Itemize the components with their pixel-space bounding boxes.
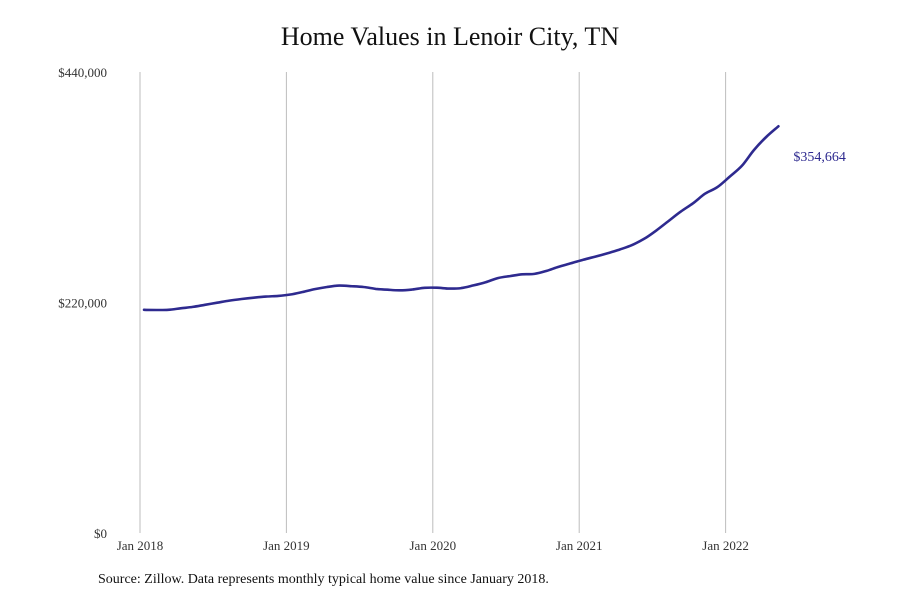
y-tick-label: $220,000 — [58, 296, 107, 311]
end-value-label: $354,664 — [793, 150, 846, 165]
chart-title: Home Values in Lenoir City, TN — [280, 22, 620, 51]
x-tick-label: Jan 2022 — [702, 538, 749, 553]
x-tick-label: Jan 2021 — [556, 538, 603, 553]
x-tick-label: Jan 2019 — [263, 538, 310, 553]
y-tick-label: $0 — [94, 526, 107, 541]
series-line — [142, 125, 780, 312]
y-axis-tick-labels: $0 $220,000 $440,000 — [58, 65, 107, 541]
series-lines — [142, 125, 780, 312]
x-axis-tick-labels: Jan 2018 Jan 2019 Jan 2020 Jan 2021 Jan 2022 — [117, 538, 749, 553]
gridlines — [139, 72, 727, 533]
data-labels: $354,664 — [793, 150, 846, 165]
x-tick-label: Jan 2018 — [117, 538, 164, 553]
y-tick-label: $440,000 — [58, 65, 107, 80]
x-tick-label: Jan 2020 — [410, 538, 457, 553]
source-note: Source: Zillow. Data represents monthly … — [98, 572, 549, 587]
